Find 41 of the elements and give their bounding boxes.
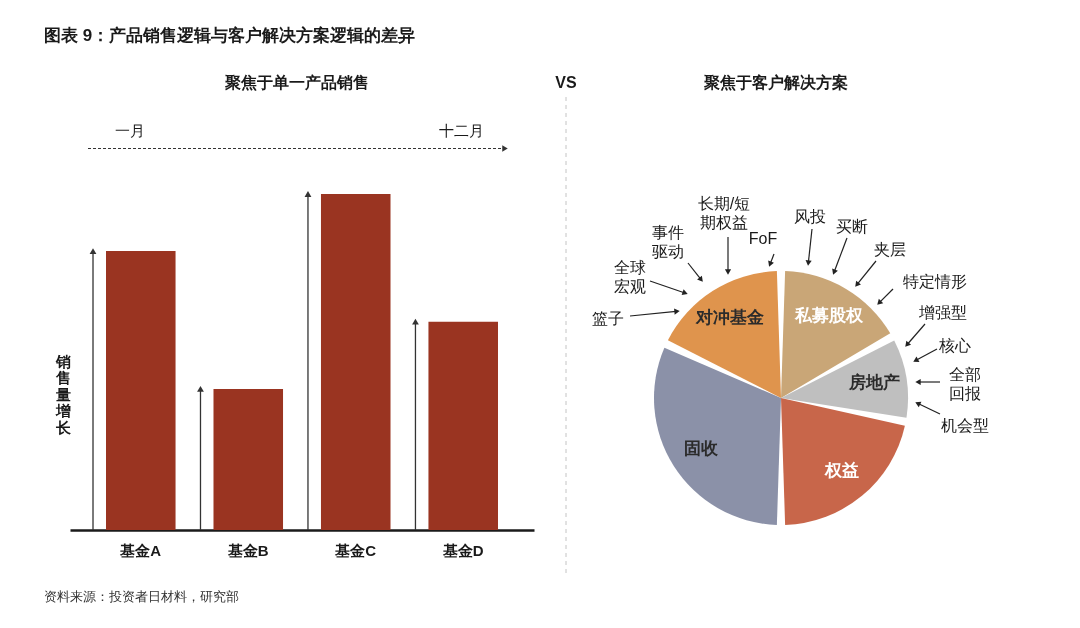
text: 图表 9：产品销售逻辑与客户解决方案逻辑的差异 [44, 25, 416, 45]
text: 一月 [114, 122, 145, 139]
text: 增强型 [918, 304, 967, 321]
text: 核心 [938, 337, 971, 354]
x-tick-label: 基金A [119, 541, 162, 559]
pie-slice [654, 347, 781, 525]
bar [106, 251, 176, 530]
point [412, 318, 419, 325]
text: 篮子 [592, 310, 624, 327]
text: 全球宏观 [614, 258, 646, 295]
chart-title: 聚焦于单一产品销售 [224, 74, 369, 92]
chart-title: 聚焦于客户解决方案 [702, 73, 848, 92]
slice-label: 权益 [823, 461, 859, 481]
bar [213, 388, 284, 530]
slice-label: 固收 [683, 438, 719, 458]
text: 事件驱动 [652, 223, 684, 260]
point [89, 248, 97, 255]
text: 全部回报 [949, 365, 981, 402]
pie-slice [781, 398, 905, 525]
point [197, 385, 204, 392]
text: 买断 [836, 218, 868, 235]
text: 长期/短期权益 [697, 194, 751, 231]
bar [320, 194, 391, 530]
x-tick-label: 基金B [226, 541, 269, 559]
text: 机会型 [941, 417, 989, 434]
point [304, 191, 312, 197]
slice-label: 对冲基金 [695, 307, 765, 327]
text: FoF [748, 230, 778, 247]
pie-slice [667, 271, 781, 398]
slice-label: 私募股权 [794, 306, 865, 326]
x-tick-label: 基金D [441, 541, 484, 559]
x-tick-label: 基金C [334, 541, 377, 559]
text: 资料来源：投资者日材料，研究部 [44, 590, 239, 604]
bar [428, 321, 498, 530]
text: VS [555, 74, 577, 91]
text: 十二月 [438, 122, 484, 139]
text: 特定情形 [903, 273, 967, 290]
text: 夹层 [874, 241, 906, 258]
slice-label: 房地产 [848, 373, 901, 393]
text: 风投 [794, 208, 826, 225]
y-axis-title: 销售量增长 [55, 352, 72, 436]
